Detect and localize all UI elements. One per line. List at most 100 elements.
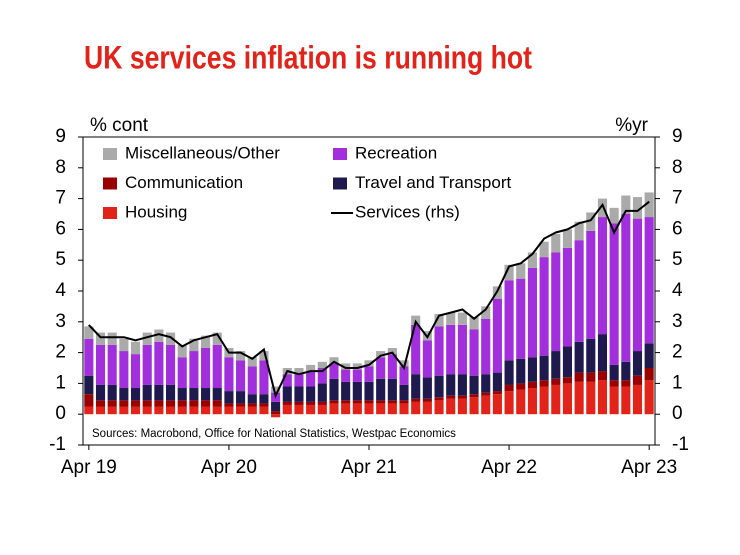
bar-segment [446, 398, 456, 415]
bar-segment [504, 384, 514, 392]
bar-segment [469, 394, 479, 398]
bar-segment [586, 381, 596, 415]
bar-segment [189, 406, 199, 415]
bar-segment [224, 403, 234, 407]
bar-segment [282, 401, 292, 405]
bar-segment [236, 391, 246, 404]
bar-segment [446, 324, 456, 375]
y-tick-label: 6 [55, 218, 66, 239]
bar-segment [411, 398, 421, 402]
bar-segment [341, 403, 351, 415]
bar-segment [212, 406, 222, 415]
bar-segment [469, 375, 479, 395]
bar-segment [165, 332, 176, 345]
bar-segment [95, 332, 106, 345]
bar-segment [364, 400, 374, 404]
y2-tick-label: 7 [672, 188, 683, 209]
y-tick-label: 0 [55, 403, 66, 424]
bar-segment [119, 406, 129, 415]
bar-segment [597, 371, 608, 381]
bar-segment [516, 263, 526, 279]
bar-segment [586, 372, 596, 382]
bar-segment [481, 374, 491, 393]
bar-segment [84, 326, 94, 339]
bar-segment [189, 400, 199, 407]
bar-segment [271, 386, 281, 393]
bar-segment [236, 351, 246, 361]
bar-segment [119, 388, 129, 401]
bar-segment [282, 404, 292, 415]
bar-segment [329, 403, 339, 415]
bar-segment [306, 371, 316, 387]
bar-segment [574, 381, 584, 415]
bar-segment [306, 404, 316, 415]
bar-segment [644, 368, 654, 381]
bar-segment [516, 358, 526, 384]
bar-segment [130, 341, 141, 355]
bar-segment [597, 217, 608, 335]
legend-label: Recreation [355, 143, 437, 162]
bar-segment [376, 403, 386, 415]
bar-segment [527, 381, 537, 389]
x-tick-label: Apr 21 [341, 457, 397, 478]
bar-segment [609, 364, 619, 381]
bar-segment [376, 357, 386, 379]
bar-segment [165, 400, 176, 407]
bar-segment [422, 340, 432, 378]
bar-segment [551, 384, 561, 415]
bar-segment [201, 406, 211, 415]
bar-segment [259, 394, 269, 404]
bar-segment [142, 332, 152, 345]
bar-segment [399, 400, 409, 404]
bar-segment [376, 400, 386, 404]
bar-segment [165, 384, 176, 401]
y-tick-label: 8 [55, 157, 66, 178]
bar-segment [282, 386, 292, 402]
bar-segment [586, 212, 596, 231]
y2-axis-label: %yr [615, 115, 648, 136]
bar-segment [212, 400, 222, 407]
bar-segment [632, 197, 643, 219]
bar-segment [434, 326, 444, 376]
bar-segment [352, 363, 362, 370]
y2-tick-label: 3 [672, 311, 683, 332]
bar-segment [481, 395, 491, 415]
bar-segment [107, 344, 117, 385]
bar-segment [597, 198, 608, 218]
bar-segment [119, 400, 129, 407]
bar-segment [341, 381, 351, 401]
bar-segment [376, 351, 386, 358]
legend-swatch [103, 177, 117, 190]
legend-label: Communication [125, 173, 243, 192]
legend-label: Miscellaneous/Other [125, 143, 280, 162]
bar-segment [574, 221, 584, 241]
y-axis-label: % cont [90, 115, 149, 136]
bar-segment [422, 377, 432, 399]
bar-segment [107, 406, 117, 415]
bar-segment [259, 406, 269, 415]
bar-segment [551, 252, 561, 352]
bar-segment [399, 384, 409, 401]
bar-segment [294, 368, 304, 375]
bar-segment [259, 360, 269, 395]
bar-segment [177, 400, 187, 407]
bar-segment [154, 400, 164, 407]
bar-segment [516, 278, 526, 359]
y-tick-label: 9 [55, 126, 66, 147]
bar-segment [539, 257, 549, 356]
bar-segment [95, 400, 106, 407]
y2-tick-label: 4 [672, 280, 683, 301]
bar-segment [317, 404, 327, 415]
y2-tick-label: 6 [672, 218, 683, 239]
bar-segment [201, 335, 211, 348]
bar-segment [609, 207, 619, 224]
bar-segment [352, 400, 362, 404]
y-tick-label: 2 [55, 342, 66, 363]
bar-segment [306, 401, 316, 405]
bar-segment [317, 383, 327, 402]
bar-segment [142, 400, 152, 407]
bar-segment [119, 338, 129, 352]
bar-segment [107, 400, 117, 407]
bar-segment [492, 298, 502, 373]
